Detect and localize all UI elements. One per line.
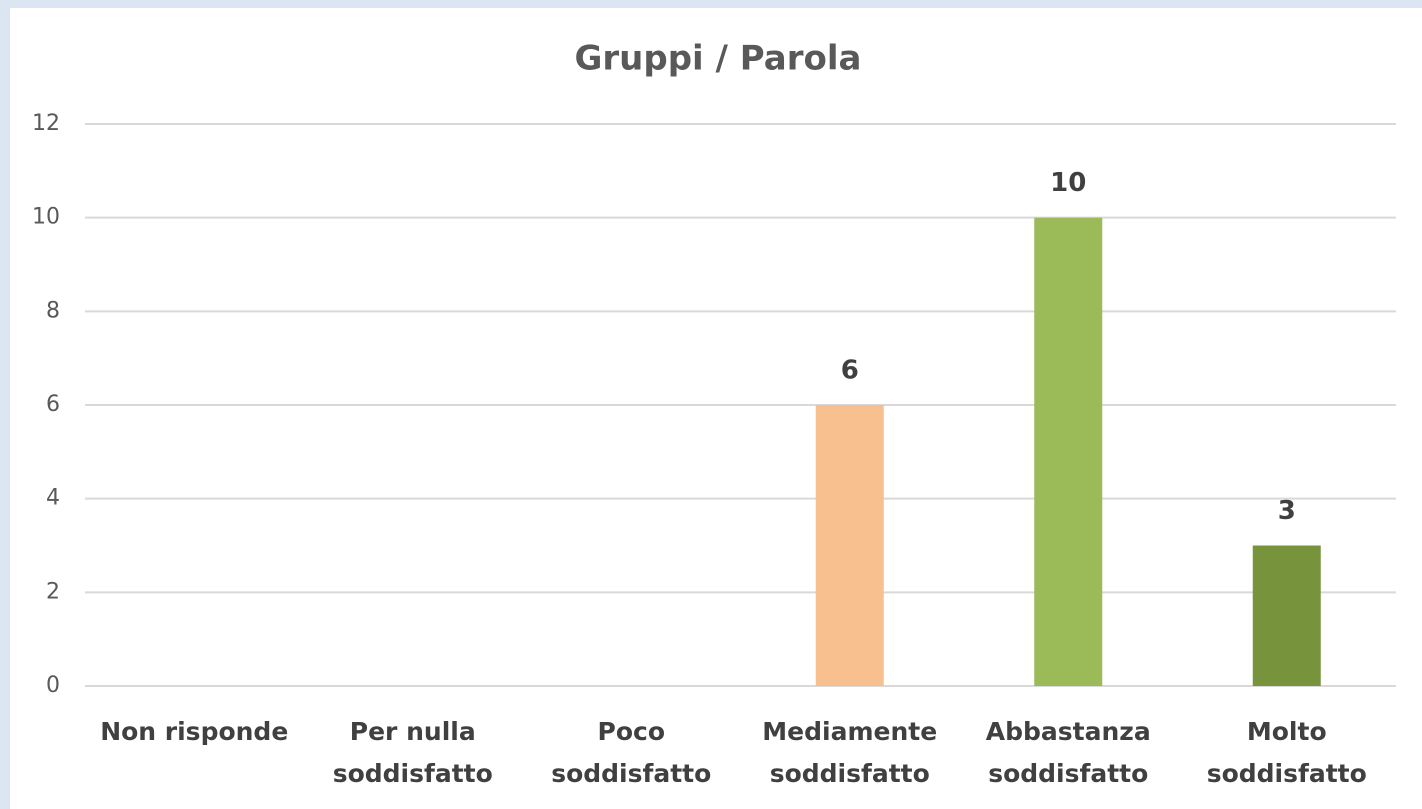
- chart-title: Gruppi / Parola: [575, 39, 862, 79]
- y-tick-label: 12: [32, 111, 60, 136]
- bar: [1252, 545, 1321, 686]
- data-label: 6: [841, 356, 859, 386]
- y-tick-label: 6: [46, 392, 60, 417]
- chart-panel: [10, 8, 1422, 809]
- data-label: 10: [1050, 168, 1086, 198]
- bar: [815, 405, 884, 686]
- x-tick-label: Poco soddisfatto: [551, 717, 712, 788]
- x-tick-label: Per nulla soddisfatto: [332, 717, 493, 788]
- x-tick-label: Molto soddisfatto: [1206, 717, 1367, 788]
- x-tick-label: Mediamente soddisfatto: [762, 717, 938, 788]
- y-tick-label: 0: [46, 673, 60, 698]
- bar: [1034, 217, 1103, 686]
- y-tick-label: 2: [46, 579, 60, 604]
- data-label: 3: [1278, 496, 1296, 526]
- x-tick-label: Abbastanza soddisfatto: [985, 717, 1151, 788]
- y-tick-label: 8: [46, 298, 60, 323]
- y-tick-label: 10: [32, 205, 60, 230]
- x-tick-label: Non risponde: [100, 717, 289, 746]
- y-tick-label: 4: [46, 486, 60, 511]
